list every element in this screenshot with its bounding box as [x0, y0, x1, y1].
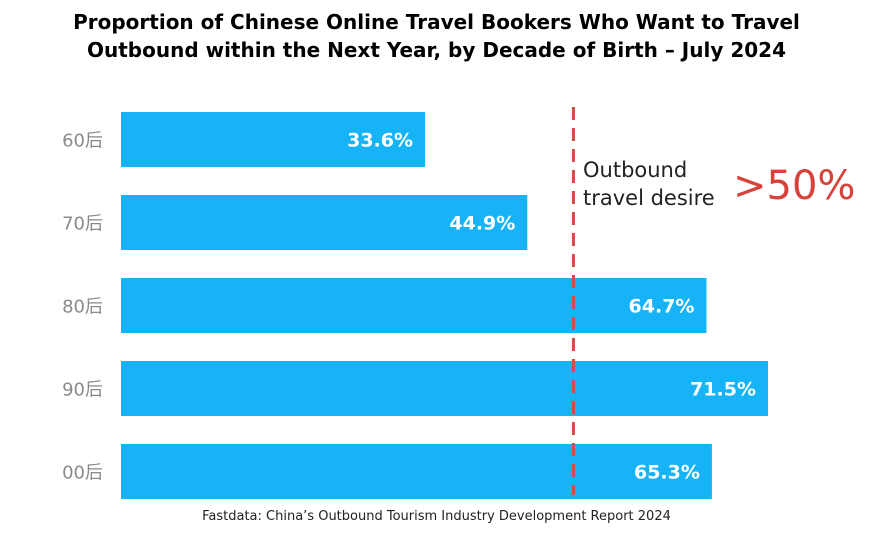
annotation-text-line-2: travel desire: [583, 186, 715, 210]
value-label-4: 65.3%: [634, 462, 700, 484]
bar-0: [121, 112, 426, 167]
value-label-3: 71.5%: [690, 379, 756, 401]
chart-title-line-2: Outbound within the Next Year, by Decade…: [86, 38, 786, 62]
bar-1: [121, 195, 528, 250]
chart-title-line-1: Proportion of Chinese Online Travel Book…: [73, 10, 800, 34]
bars-layer: 60后 33.6% 70后 44.9% 80后 64.7% 90后 71.5% 00后 65.3%: [62, 112, 768, 499]
value-label-1: 44.9%: [449, 213, 515, 235]
category-label-1: 70后: [62, 214, 103, 235]
bar-4: [121, 444, 712, 499]
annotation-highlight: >50%: [733, 163, 855, 209]
chart-title: Proportion of Chinese Online Travel Book…: [0, 8, 873, 64]
category-label-0: 60后: [62, 131, 103, 152]
bar-3: [121, 361, 768, 416]
category-label-4: 00后: [62, 463, 103, 484]
value-label-0: 33.6%: [347, 130, 413, 152]
category-label-3: 90后: [62, 380, 103, 401]
category-label-2: 80后: [62, 297, 103, 318]
annotation-text-line-1: Outbound: [583, 158, 687, 182]
annotation-layer: Outbound travel desire >50%: [583, 158, 855, 210]
value-label-2: 64.7%: [629, 296, 695, 318]
bar-2: [121, 278, 707, 333]
chart-source: Fastdata: China’s Outbound Tourism Indus…: [202, 509, 671, 524]
